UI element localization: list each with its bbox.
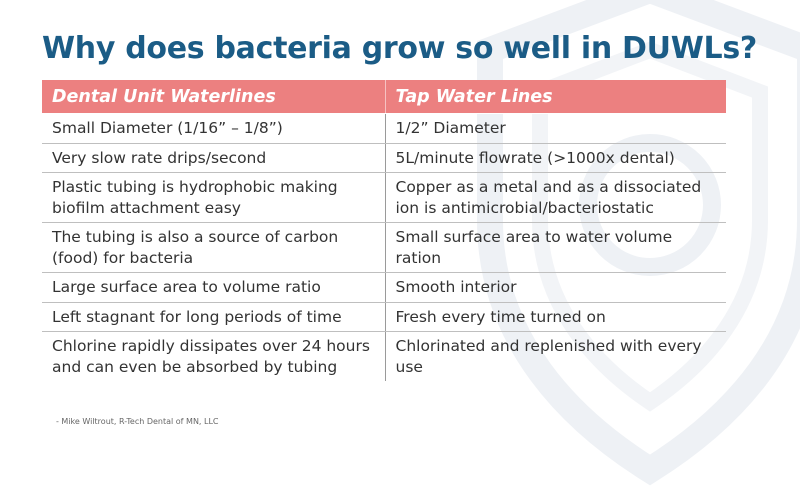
header-tap-water-lines: Tap Water Lines (384, 80, 726, 114)
table-row: The tubing is also a source of carbon (f… (42, 222, 726, 273)
dental-cell: Very slow rate drips/second (42, 143, 385, 173)
tap-cell: Chlorinated and replenished with every u… (384, 331, 726, 381)
tap-cell: Small surface area to water volume ratio… (384, 222, 726, 273)
tap-cell: 1/2” Diameter (384, 113, 726, 144)
table-row: Chlorine rapidly dissipates over 24 hour… (42, 331, 726, 381)
tap-cell: 5L/minute flowrate (>1000x dental) (384, 143, 726, 173)
source-footnote: - Mike Wiltrout, R-Tech Dental of MN, LL… (56, 417, 219, 426)
dental-cell: Plastic tubing is hydrophobic making bio… (42, 172, 385, 223)
dental-cell: Left stagnant for long periods of time (42, 302, 385, 332)
comparison-table-container: Dental Unit Waterlines Tap Water Lines S… (42, 80, 726, 381)
dental-cell: Chlorine rapidly dissipates over 24 hour… (52, 337, 370, 376)
header-dental-unit-waterlines: Dental Unit Waterlines (42, 80, 385, 114)
tap-cell: Smooth interior (384, 272, 726, 303)
table-body: Small Diameter (1/16” – 1/8”) 1/2” Diame… (42, 113, 726, 381)
table-row: Large surface area to volume ratio Smoot… (42, 272, 726, 303)
table-header: Dental Unit Waterlines Tap Water Lines (42, 80, 726, 114)
dental-cell: Small Diameter (1/16” – 1/8”) (42, 113, 385, 144)
dental-cell: The tubing is also a source of carbon (f… (42, 222, 385, 273)
table-row: Very slow rate drips/second 5L/minute fl… (42, 143, 726, 173)
tap-cell: Copper as a metal and as a dissociated i… (384, 172, 726, 223)
tap-cell: Fresh every time turned on (384, 302, 726, 332)
dental-cell: Large surface area to volume ratio (42, 272, 385, 303)
table-row: Plastic tubing is hydrophobic making bio… (42, 172, 726, 223)
slide-title: Why does bacteria grow so well in DUWLs? (42, 31, 757, 66)
comparison-table: Dental Unit Waterlines Tap Water Lines S… (42, 80, 726, 381)
header-row: Dental Unit Waterlines Tap Water Lines (42, 80, 726, 114)
table-row: Small Diameter (1/16” – 1/8”) 1/2” Diame… (42, 113, 726, 144)
table-row: Left stagnant for long periods of time F… (42, 302, 726, 332)
